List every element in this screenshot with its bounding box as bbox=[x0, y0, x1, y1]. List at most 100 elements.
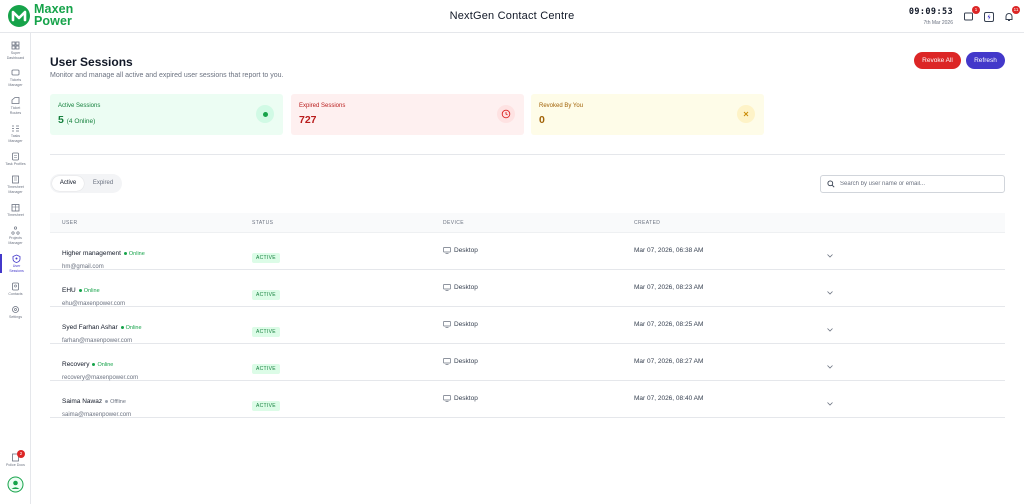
column-header-user: USER bbox=[62, 220, 78, 226]
presence-tag: Online bbox=[92, 362, 113, 368]
sidebar-item-timesheet-manager[interactable]: Timesheet Manager bbox=[0, 175, 31, 194]
user-cell: Higher management Online hm@gmail.com bbox=[62, 242, 145, 270]
sidebar-item-timesheet[interactable]: Timesheet bbox=[0, 203, 31, 218]
sidebar-label: Tickets Manager bbox=[8, 78, 23, 87]
user-cell: EHU Online ehu@maxenpower.com bbox=[62, 279, 125, 307]
messages-button[interactable]: 1 bbox=[963, 6, 980, 22]
user-avatar-button[interactable] bbox=[0, 476, 31, 493]
session-tabs: Active Expired bbox=[50, 174, 122, 193]
sidebar-label: Ticket Routes bbox=[9, 106, 22, 115]
ticket-routes-icon bbox=[11, 97, 20, 104]
sessions-table: USER STATUS DEVICE CREATED Higher manage… bbox=[50, 213, 1005, 418]
created-cell: Mar 07, 2026, 06:38 AM bbox=[634, 247, 704, 254]
revoke-all-button[interactable]: Revoke All bbox=[914, 52, 961, 69]
projects-icon bbox=[11, 226, 20, 235]
sidebar-item-projects-manager[interactable]: Projects Manager bbox=[0, 226, 31, 245]
expand-row-button[interactable] bbox=[826, 357, 834, 375]
table-row[interactable]: Higher management Online hm@gmail.com ACT… bbox=[50, 233, 1005, 270]
desktop-icon bbox=[443, 358, 451, 365]
user-name: Recovery bbox=[62, 361, 90, 368]
sidebar-label: Settings bbox=[9, 315, 22, 319]
chevron-down-icon bbox=[827, 365, 833, 369]
sidebar-item-task-profiles[interactable]: Task Profiles bbox=[0, 152, 31, 167]
search-icon bbox=[827, 180, 835, 188]
logo[interactable]: Maxen Power bbox=[7, 2, 74, 28]
user-email: ehu@maxenpower.com bbox=[62, 301, 126, 307]
user-name: Saima Nawaz bbox=[62, 398, 103, 405]
online-dot-icon bbox=[123, 252, 127, 256]
clock-date: 7th Mar 2026 bbox=[923, 20, 953, 26]
expand-row-button[interactable] bbox=[826, 246, 834, 264]
created-cell: Mar 07, 2026, 08:25 AM bbox=[634, 321, 704, 328]
card-label: Expired Sessions bbox=[299, 103, 346, 109]
presence-tag: Online bbox=[78, 288, 100, 294]
sidebar-label: Projects Manager bbox=[8, 236, 23, 245]
status-cell: ACTIVE bbox=[252, 357, 280, 375]
sidebar-label: Timesheet bbox=[7, 213, 24, 217]
table-row[interactable]: Recovery Online recovery@maxenpower.com A… bbox=[50, 344, 1005, 381]
refresh-button[interactable]: Refresh bbox=[966, 52, 1005, 69]
dot-icon bbox=[256, 105, 274, 123]
user-email: farhan@maxenpower.com bbox=[62, 338, 133, 344]
expand-row-button[interactable] bbox=[826, 283, 834, 301]
created-cell: Mar 07, 2026, 08:40 AM bbox=[634, 395, 704, 402]
tasks-icon bbox=[12, 125, 19, 132]
sidebar-item-tasks-manager[interactable]: Tasks Manager bbox=[0, 124, 31, 143]
device-label: Desktop bbox=[454, 247, 478, 254]
tickets-icon bbox=[11, 69, 20, 76]
status-cell: ACTIVE bbox=[252, 246, 280, 264]
sidebar-item-police-docs[interactable]: 2 Police Docs bbox=[0, 450, 31, 468]
sidebar-item-contacts[interactable]: Contacts bbox=[0, 282, 31, 297]
status-badge: ACTIVE bbox=[252, 253, 280, 263]
desktop-icon bbox=[443, 321, 451, 328]
sidebar-label: Police Docs bbox=[6, 463, 25, 467]
chevron-down-icon bbox=[827, 328, 833, 332]
status-badge: ACTIVE bbox=[252, 327, 280, 337]
sidebar-label: Tasks Manager bbox=[8, 134, 23, 143]
notifications-button[interactable]: 11 bbox=[1003, 6, 1020, 22]
online-dot-icon bbox=[120, 326, 124, 330]
sidebar: Super Dashboard Tickets Manager Ticket Rout… bbox=[0, 33, 31, 504]
card-label: Revoked By You bbox=[539, 103, 584, 109]
sidebar-item-super-dashboard[interactable]: Super Dashboard bbox=[0, 41, 31, 60]
column-header-device: DEVICE bbox=[443, 220, 465, 226]
task-profiles-icon bbox=[12, 152, 19, 161]
card-value: 0 bbox=[539, 114, 545, 126]
revoked-by-you-card: Revoked By You 0 bbox=[531, 94, 764, 135]
sidebar-label: Timesheet Manager bbox=[7, 185, 24, 194]
bell-icon bbox=[1005, 13, 1013, 21]
clock-icon bbox=[497, 105, 515, 123]
search-box bbox=[820, 175, 1005, 193]
timesheet-manager-icon bbox=[12, 175, 19, 184]
messages-badge: 1 bbox=[972, 6, 980, 14]
user-sessions-icon bbox=[12, 254, 21, 263]
status-cell: ACTIVE bbox=[252, 394, 280, 412]
lightning-icon bbox=[984, 12, 994, 22]
status-badge: ACTIVE bbox=[252, 401, 280, 411]
sidebar-item-ticket-routes[interactable]: Ticket Routes bbox=[0, 96, 31, 115]
device-label: Desktop bbox=[454, 284, 478, 291]
search-input[interactable] bbox=[840, 181, 1000, 187]
user-email: saima@maxenpower.com bbox=[62, 412, 132, 418]
created-cell: Mar 07, 2026, 08:23 AM bbox=[634, 284, 704, 291]
sidebar-item-user-sessions[interactable]: User Sessions bbox=[0, 254, 31, 273]
notifications-badge: 11 bbox=[1012, 6, 1020, 14]
expand-row-button[interactable] bbox=[826, 320, 834, 338]
table-row[interactable]: Saima Nawaz Offline saima@maxenpower.com … bbox=[50, 381, 1005, 418]
app-title: NextGen Contact Centre bbox=[449, 10, 575, 22]
quick-actions-button[interactable] bbox=[983, 10, 995, 22]
user-email: hm@gmail.com bbox=[62, 264, 104, 270]
expand-row-button[interactable] bbox=[826, 394, 834, 412]
created-cell: Mar 07, 2026, 08:27 AM bbox=[634, 358, 704, 365]
sidebar-item-settings[interactable]: Settings bbox=[0, 305, 31, 320]
tab-active[interactable]: Active bbox=[52, 176, 84, 191]
user-name: Syed Farhan Ashar bbox=[62, 324, 118, 331]
clock: 09:09:53 7th Mar 2026 bbox=[909, 7, 953, 26]
logo-line-1: Maxen bbox=[34, 2, 74, 16]
tab-expired[interactable]: Expired bbox=[92, 180, 114, 186]
sidebar-item-tickets-manager[interactable]: Tickets Manager bbox=[0, 68, 31, 87]
device-cell: Desktop bbox=[443, 321, 478, 328]
table-row[interactable]: EHU Online ehu@maxenpower.com ACTIVE Desk… bbox=[50, 270, 1005, 307]
device-label: Desktop bbox=[454, 395, 478, 402]
table-row[interactable]: Syed Farhan Ashar Online farhan@maxenpowe… bbox=[50, 307, 1005, 344]
